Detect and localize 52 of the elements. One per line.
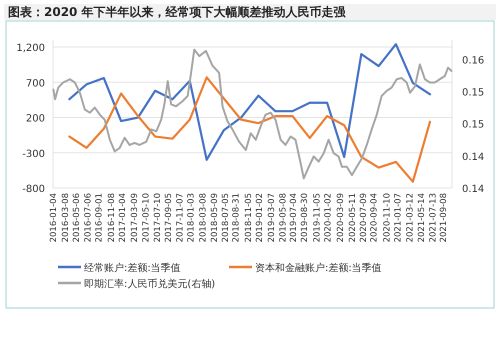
- x-tick-label: 2020-07-09: [359, 193, 370, 242]
- x-tick-label: 2021-05-14: [417, 193, 428, 242]
- x-tick-label: 2018-01-03: [186, 193, 196, 242]
- y2-tick-label: 0.14: [462, 152, 484, 163]
- y2-tick-label: 0.16: [462, 55, 484, 66]
- legend-label: 资本和金融账户:差额:当季值: [255, 262, 382, 274]
- x-tick-label: 2019-11-05: [312, 193, 323, 242]
- y-tick-label: 700: [26, 78, 45, 90]
- y2-tick-label: 0.15: [462, 120, 484, 131]
- x-tick-label: 2017-03-09: [130, 193, 140, 242]
- legend-label: 即期汇率:人民币兑美元(右轴): [84, 278, 216, 290]
- x-tick-label: 2016-09-01: [94, 193, 104, 242]
- chart-title: 图表：2020 年下半年以来，经常项下大幅顺差推动人民币走强: [8, 5, 347, 19]
- x-tick-label: 2021-03-12: [405, 193, 416, 242]
- x-tick-label: 2018-08-31: [231, 193, 242, 242]
- x-tick-label: 2019-03-07: [266, 193, 277, 242]
- line-series: [52, 48, 452, 180]
- x-tick-label: 2017-11-07: [176, 193, 186, 242]
- x-tick-label: 2019-01-02: [254, 193, 265, 242]
- x-tick-label: 2017-01-04: [118, 193, 128, 242]
- line-series: [68, 43, 432, 161]
- y2-tick-label: 0.14: [462, 184, 484, 195]
- x-tick-label: 2018-05-09: [210, 193, 220, 242]
- x-tick-label: 2021-01-07: [393, 193, 404, 242]
- x-tick-label: 2016-11-08: [107, 193, 118, 242]
- x-tick-label: 2016-01-04: [49, 193, 59, 242]
- x-tick-label: 2019-08-30: [300, 193, 310, 242]
- x-tick-label: 2019-07-04: [289, 193, 300, 242]
- x-tick-label: 2018-11-05: [244, 193, 254, 242]
- y-tick-label: -300: [22, 148, 45, 160]
- x-tick-label: 2018-07-05: [220, 193, 231, 242]
- y2-tick-label: 0.15: [462, 87, 484, 98]
- x-tick-label: 2016-03-08: [61, 193, 72, 242]
- y-tick-label: 1,200: [16, 43, 45, 54]
- x-tick-label: 2016-07-06: [84, 193, 94, 242]
- x-tick-label: 2021-09-08: [439, 193, 450, 242]
- x-tick-label: 2020-05-11: [348, 193, 358, 242]
- x-tick-label: 2021-07-13: [428, 193, 438, 242]
- y-tick-label: 200: [26, 114, 45, 125]
- x-tick-label: 2020-01-02: [323, 193, 334, 242]
- y-tick-label: -800: [22, 184, 45, 195]
- legend-label: 经常账户:差额:当季值: [84, 262, 181, 274]
- x-tick-label: 2017-09-05: [164, 193, 174, 242]
- x-tick-label: 2017-05-10: [142, 193, 152, 242]
- line-series: [68, 76, 432, 183]
- x-tick-label: 2020-11-10: [382, 193, 392, 242]
- x-tick-label: 2019-05-08: [278, 193, 289, 242]
- x-tick-label: 2020-03-09: [336, 193, 346, 242]
- x-tick-label: 2018-03-08: [198, 193, 208, 242]
- x-tick-label: 2016-05-06: [72, 193, 82, 242]
- x-tick-label: 2017-07-10: [153, 193, 164, 242]
- x-tick-label: 2020-09-04: [370, 193, 380, 242]
